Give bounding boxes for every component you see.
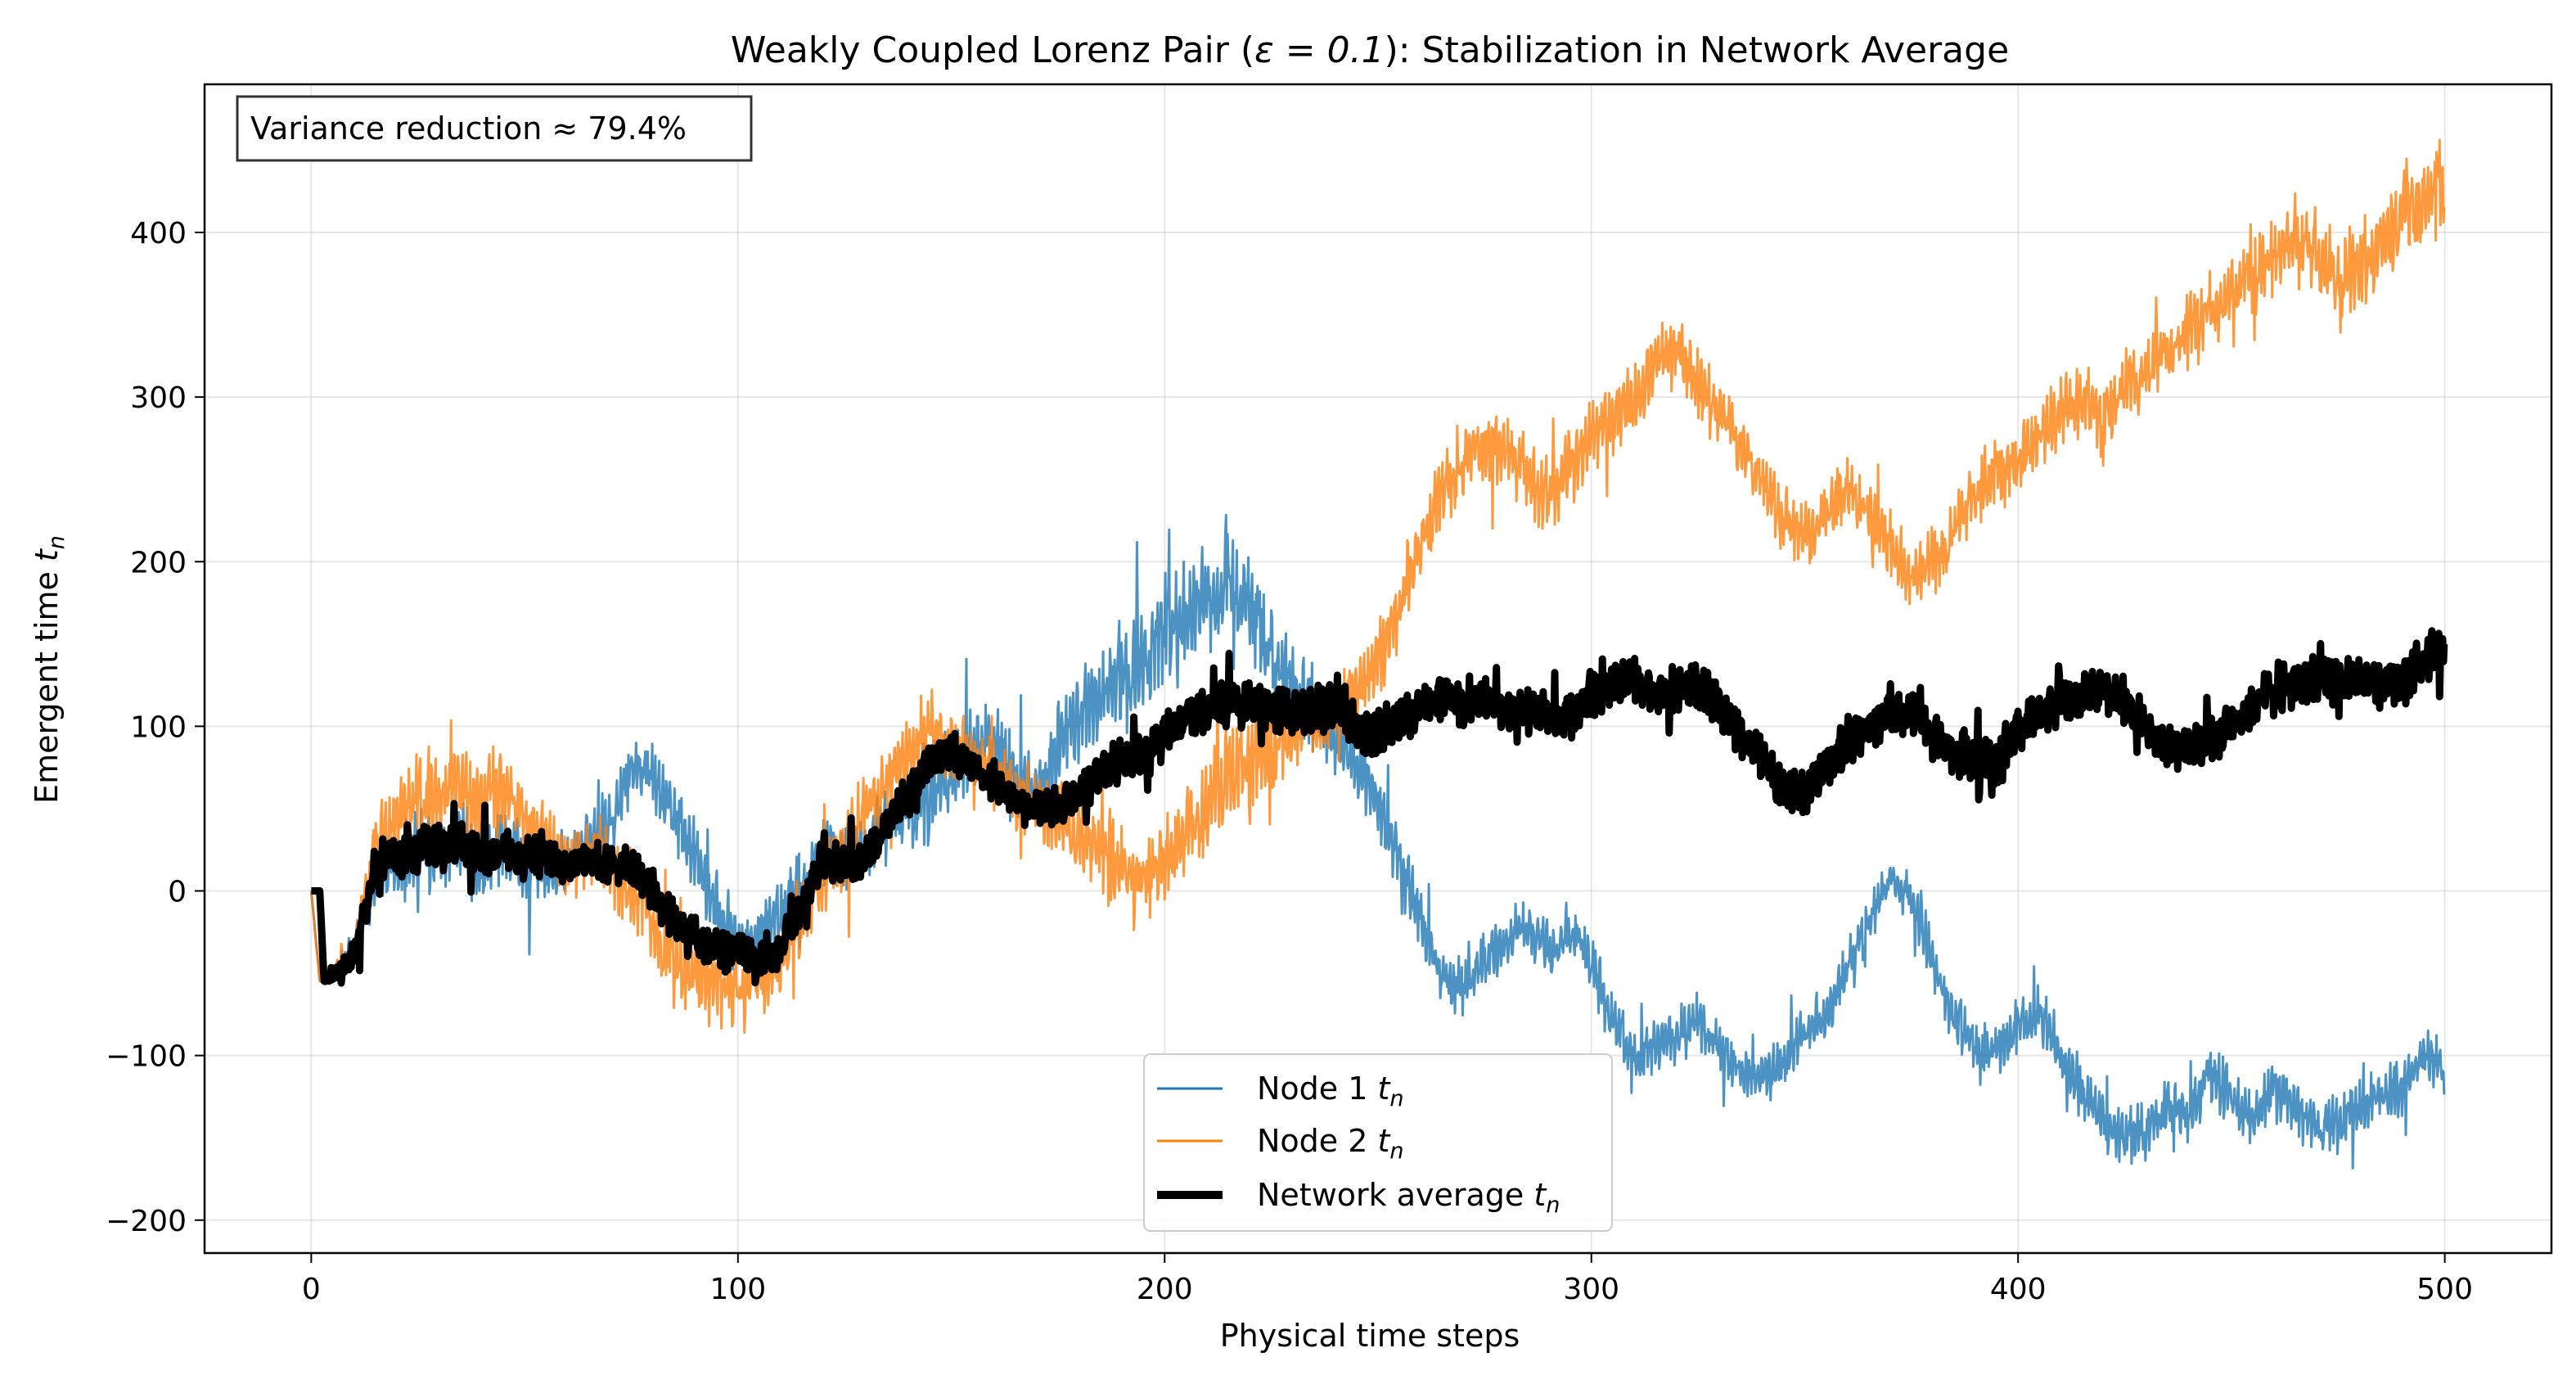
variance-annotation: Variance reduction ≈ 79.4%: [250, 110, 687, 147]
plot-frame: [203, 83, 2553, 1255]
y-tick-label: −100: [106, 1040, 187, 1074]
series-node1-line: [309, 513, 2446, 1170]
annotation-box: Variance reduction ≈ 79.4%: [236, 95, 753, 162]
x-tick-label: 500: [2416, 1273, 2473, 1306]
legend-label-network-average: Network average tn: [1257, 1177, 1560, 1218]
y-tick-label: 100: [130, 710, 187, 744]
y-tick-label: 0: [168, 876, 187, 909]
y-tick-label: 300: [130, 381, 187, 415]
chart-title: Weakly Coupled Lorenz Pair (ε = 0.1): St…: [731, 29, 2009, 71]
legend: Node 1 tn Node 2 tn Network average tn: [1143, 1053, 1613, 1232]
x-axis-label: Physical time steps: [1220, 1318, 1520, 1354]
x-axis: 0 100 200 300 400 500: [302, 1253, 2473, 1306]
x-tick-label: 400: [1990, 1273, 2047, 1306]
series-network-average-line: [308, 627, 2448, 987]
y-tick-label: 400: [130, 217, 187, 250]
x-tick-label: 200: [1137, 1273, 1193, 1306]
y-axis: −200 −100 0 100 200 300 400: [106, 217, 205, 1238]
y-axis-label: Emergent time tn: [29, 535, 70, 804]
x-tick-label: 300: [1563, 1273, 1619, 1306]
x-tick-label: 100: [709, 1273, 766, 1306]
series-node2-line: [309, 138, 2446, 1034]
y-tick-label: 200: [130, 546, 187, 579]
series-group: [308, 138, 2448, 1170]
legend-label-node2: Node 2 tn: [1257, 1123, 1404, 1164]
legend-label-node1: Node 1 tn: [1257, 1071, 1404, 1111]
y-tick-label: −200: [106, 1205, 187, 1238]
x-tick-label: 0: [302, 1273, 321, 1306]
